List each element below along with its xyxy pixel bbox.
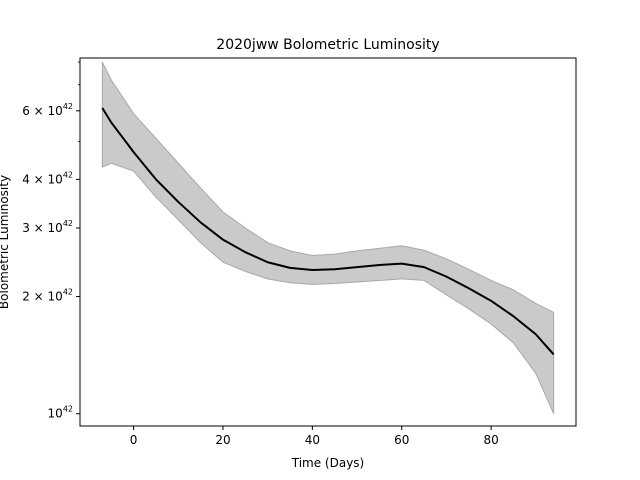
x-tick-label: 80 (483, 433, 498, 447)
luminosity-line (101, 107, 555, 356)
y-tick-label: 3 × 1042 (22, 219, 73, 235)
x-axis-label: Time (Days) (291, 456, 365, 470)
x-tick-label: 40 (305, 433, 320, 447)
y-tick-label: 4 × 1042 (22, 170, 73, 186)
x-tick-label: 0 (130, 433, 138, 447)
y-tick-label: 2 × 1042 (22, 288, 73, 304)
y-tick-label: 1042 (48, 405, 73, 421)
axes-frame (79, 57, 577, 427)
y-axis: 1042 2 × 1042 3 × 1042 4 × 1042 6 × 1042 (22, 61, 80, 421)
y-tick-label: 6 × 1042 (22, 102, 73, 118)
plot-area (101, 61, 555, 414)
x-tick-label: 60 (394, 433, 409, 447)
chart-title: 2020jww Bolometric Luminosity (216, 37, 439, 53)
x-axis: 0 20 40 60 80 (130, 426, 499, 447)
y-axis-label: Bolometric Luminosity (0, 175, 11, 309)
x-tick-label: 20 (215, 433, 230, 447)
uncertainty-band (101, 61, 555, 414)
